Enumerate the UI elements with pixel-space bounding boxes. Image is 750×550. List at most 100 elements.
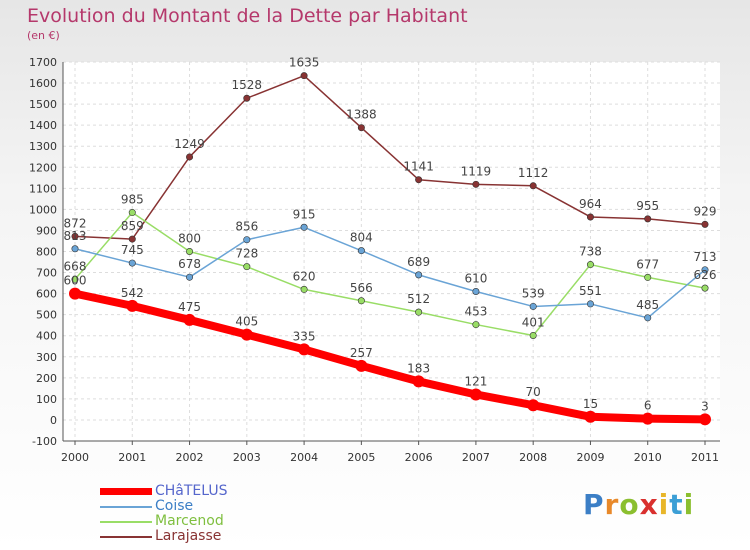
y-tick-label: 600 xyxy=(36,288,57,301)
series-point-0 xyxy=(584,410,597,423)
series-point-2 xyxy=(186,248,194,256)
series-line-1 xyxy=(74,226,706,319)
series-point-0 xyxy=(240,328,253,341)
series-point-1 xyxy=(71,245,79,253)
x-tick-label: 2007 xyxy=(462,451,490,464)
data-label: 929 xyxy=(694,204,717,218)
series-point-0 xyxy=(527,399,540,412)
series-point-2 xyxy=(701,284,709,292)
data-label: 335 xyxy=(293,329,316,343)
legend-swatch xyxy=(100,488,152,495)
series-point-3 xyxy=(243,94,251,102)
chart-subtitle: (en €) xyxy=(27,29,60,42)
data-label: 745 xyxy=(121,243,144,257)
series-point-1 xyxy=(243,236,251,244)
data-label: 1635 xyxy=(289,56,320,70)
data-label: 620 xyxy=(293,269,316,283)
legend-item: Marcenod xyxy=(100,514,320,529)
series-point-2 xyxy=(529,332,537,340)
series-point-3 xyxy=(415,176,423,184)
data-label: 566 xyxy=(350,281,373,295)
data-label: 542 xyxy=(121,286,144,300)
legend-item: CHâTELUS xyxy=(100,484,320,499)
data-label: 955 xyxy=(636,199,659,213)
series-point-0 xyxy=(183,313,196,326)
data-label: 1112 xyxy=(518,166,549,180)
data-label: 728 xyxy=(235,247,258,261)
chart-legend: CHâTELUS Coise Marcenod Larajasse xyxy=(100,484,320,544)
data-label: 1141 xyxy=(403,160,434,174)
series-point-2 xyxy=(300,285,308,293)
series-point-3 xyxy=(71,232,79,240)
x-tick-label: 2009 xyxy=(576,451,604,464)
series-point-3 xyxy=(128,235,136,243)
legend-label: Marcenod xyxy=(155,513,224,529)
y-tick-label: 300 xyxy=(36,351,57,364)
series-point-3 xyxy=(357,124,365,132)
data-label: 626 xyxy=(694,268,717,282)
series-point-0 xyxy=(699,413,711,426)
series-point-2 xyxy=(415,308,423,316)
y-tick-label: 1100 xyxy=(29,182,57,195)
series-point-0 xyxy=(355,359,368,372)
data-label: 856 xyxy=(235,220,258,234)
series-line-0 xyxy=(71,289,709,424)
legend-item: Larajasse xyxy=(100,529,320,544)
data-label: 1119 xyxy=(461,164,492,178)
data-label: 872 xyxy=(64,216,87,230)
data-label: 668 xyxy=(64,259,87,273)
data-label: 512 xyxy=(407,292,430,306)
y-tick-label: -100 xyxy=(32,435,57,448)
y-tick-label: 400 xyxy=(36,330,57,343)
x-tick-label: 2002 xyxy=(176,451,204,464)
series-point-3 xyxy=(529,182,537,190)
proxiti-logo: Proxiti xyxy=(583,488,695,521)
data-label: 610 xyxy=(464,272,487,286)
x-tick-label: 2001 xyxy=(118,451,146,464)
series-point-0 xyxy=(641,412,654,425)
data-label: 677 xyxy=(636,257,659,271)
series-point-2 xyxy=(644,273,652,281)
y-tick-label: 1200 xyxy=(29,161,57,174)
y-tick-label: 900 xyxy=(36,224,57,237)
legend-swatch xyxy=(100,521,152,523)
data-label: 964 xyxy=(579,197,602,211)
y-tick-label: 1000 xyxy=(29,203,57,216)
legend-item: Coise xyxy=(100,499,320,514)
y-tick-label: 1500 xyxy=(29,98,57,111)
x-tick-label: 2008 xyxy=(519,451,547,464)
series-point-0 xyxy=(298,343,311,356)
y-tick-label: 1400 xyxy=(29,119,57,132)
x-tick-label: 2011 xyxy=(691,451,719,464)
data-label: 3 xyxy=(701,399,709,413)
data-label: 539 xyxy=(522,286,545,300)
y-tick-label: 200 xyxy=(36,372,57,385)
data-label: 121 xyxy=(464,374,487,388)
x-tick-label: 2005 xyxy=(347,451,375,464)
x-tick-label: 2003 xyxy=(233,451,261,464)
data-label: 800 xyxy=(178,232,201,246)
series-point-0 xyxy=(126,299,139,312)
data-label: 183 xyxy=(407,361,430,375)
y-tick-label: 1700 xyxy=(29,56,57,69)
data-label: 6 xyxy=(644,399,652,413)
data-label: 70 xyxy=(526,385,541,399)
legend-label: CHâTELUS xyxy=(155,483,228,499)
series-line-3 xyxy=(74,74,706,240)
series-point-2 xyxy=(357,297,365,305)
legend-swatch xyxy=(100,506,152,508)
series-point-2 xyxy=(71,275,79,283)
series-point-1 xyxy=(529,302,537,310)
x-tick-label: 2006 xyxy=(405,451,433,464)
series-point-2 xyxy=(128,209,136,217)
data-label: 813 xyxy=(64,229,87,243)
series-point-2 xyxy=(472,321,480,329)
data-label: 915 xyxy=(293,207,316,221)
series-point-2 xyxy=(586,261,594,269)
data-label: 453 xyxy=(464,305,487,319)
series-point-2 xyxy=(243,263,251,271)
data-label: 804 xyxy=(350,231,373,245)
legend-label: Larajasse xyxy=(155,528,222,544)
